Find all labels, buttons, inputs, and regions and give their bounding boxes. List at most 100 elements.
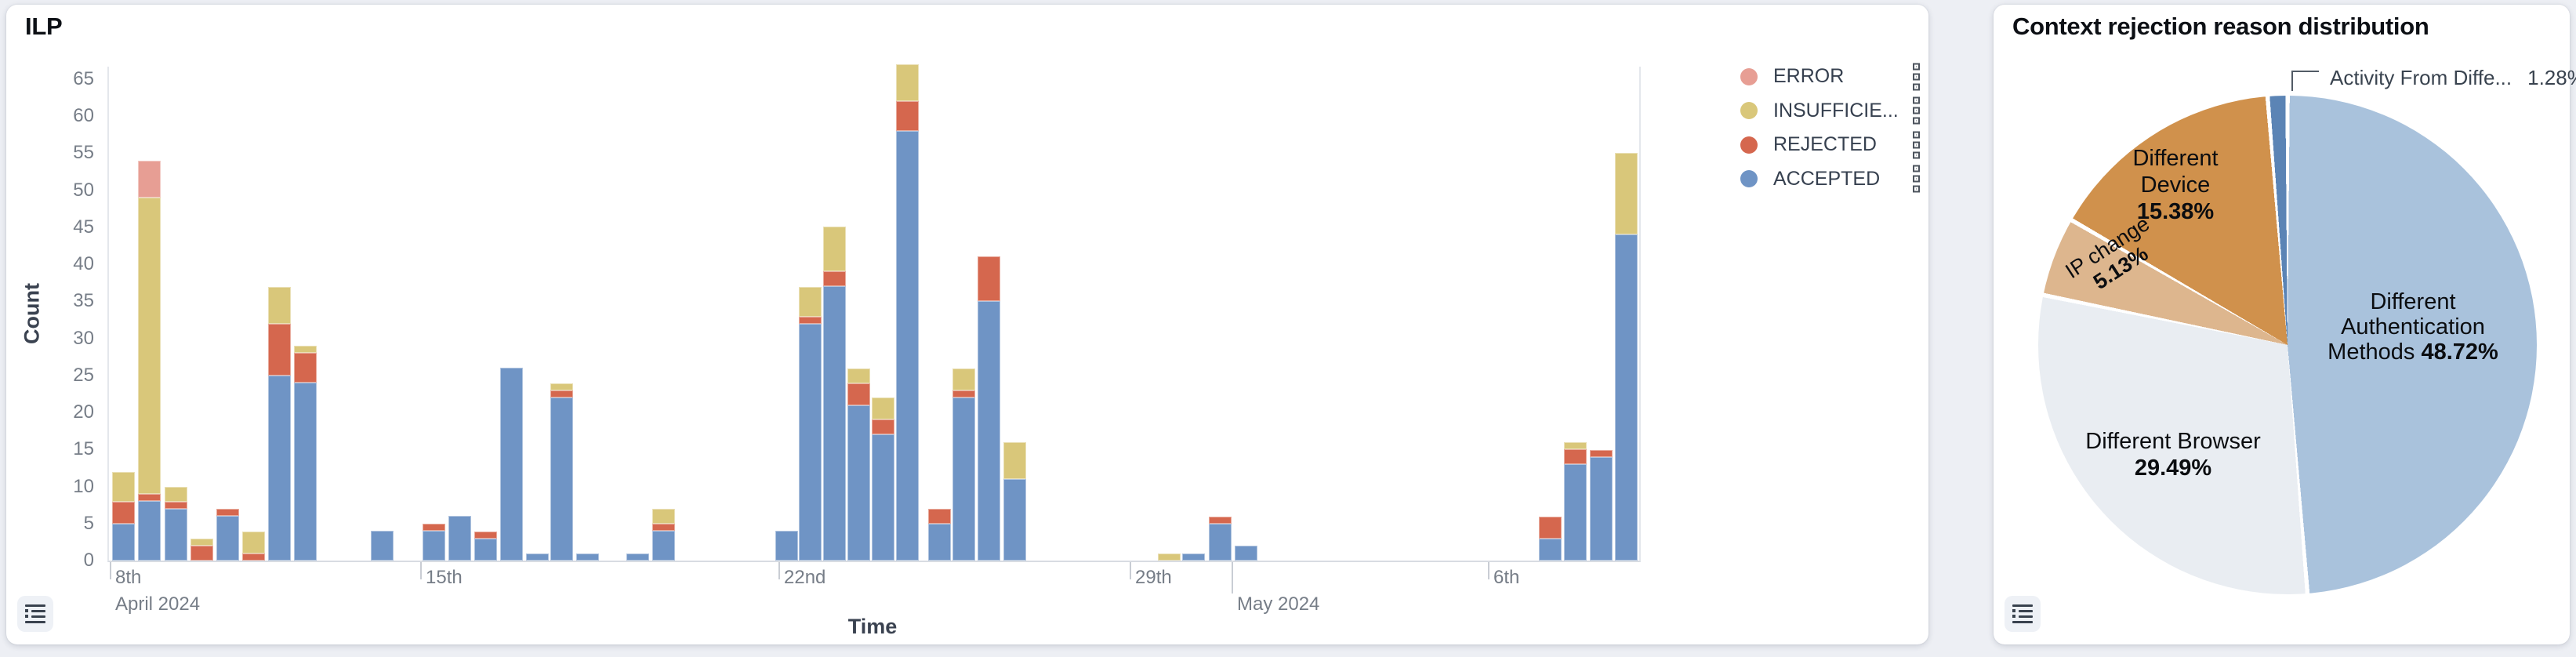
bar-segment-accepted[interactable] bbox=[371, 531, 394, 561]
stacked-bar[interactable] bbox=[896, 64, 919, 561]
bar-segment-rejected[interactable] bbox=[165, 502, 187, 509]
stacked-bar[interactable] bbox=[1158, 554, 1181, 561]
legend-item-insufficie[interactable]: INSUFFICIE... bbox=[1734, 94, 1935, 128]
bar-segment-insufficient[interactable] bbox=[112, 472, 135, 502]
stacked-bar[interactable] bbox=[978, 256, 1000, 561]
bar-segment-insufficient[interactable] bbox=[952, 368, 975, 390]
bar-segment-accepted[interactable] bbox=[1209, 524, 1232, 561]
pie-chart[interactable] bbox=[2038, 96, 2537, 594]
stacked-bar[interactable] bbox=[952, 368, 975, 561]
bar-segment-accepted[interactable] bbox=[500, 368, 523, 561]
bar-segment-insufficient[interactable] bbox=[872, 397, 894, 419]
bar-segment-accepted[interactable] bbox=[474, 539, 497, 561]
bar-segment-rejected[interactable] bbox=[138, 494, 161, 501]
bar-segment-rejected[interactable] bbox=[1590, 450, 1613, 457]
bar-segment-rejected[interactable] bbox=[242, 554, 265, 561]
stacked-bar[interactable] bbox=[268, 287, 291, 561]
bar-segment-accepted[interactable] bbox=[448, 516, 471, 561]
stacked-bar[interactable] bbox=[928, 509, 951, 561]
bar-segment-accepted[interactable] bbox=[652, 531, 675, 561]
stacked-bar[interactable] bbox=[1182, 554, 1205, 561]
legend-item-accepted[interactable]: ACCEPTED bbox=[1734, 162, 1935, 196]
bar-segment-error[interactable] bbox=[138, 161, 161, 198]
bar-segment-accepted[interactable] bbox=[550, 397, 573, 561]
bar-chart-plot-area[interactable] bbox=[107, 64, 1641, 562]
bar-segment-rejected[interactable] bbox=[847, 383, 870, 405]
stacked-bar[interactable] bbox=[242, 532, 265, 561]
toggle-legend-button[interactable] bbox=[2005, 596, 2041, 632]
stacked-bar[interactable] bbox=[474, 532, 497, 561]
stacked-bar[interactable] bbox=[1590, 450, 1613, 561]
stacked-bar[interactable] bbox=[550, 383, 573, 561]
bar-segment-rejected[interactable] bbox=[294, 353, 317, 383]
bar-segment-accepted[interactable] bbox=[1539, 539, 1562, 561]
bar-segment-insufficient[interactable] bbox=[268, 287, 291, 324]
bar-segment-accepted[interactable] bbox=[626, 554, 649, 561]
bar-segment-rejected[interactable] bbox=[1564, 449, 1587, 464]
stacked-bar[interactable] bbox=[775, 531, 798, 561]
bar-segment-accepted[interactable] bbox=[1235, 546, 1257, 561]
bar-segment-accepted[interactable] bbox=[526, 554, 549, 561]
stacked-bar[interactable] bbox=[190, 539, 213, 561]
bar-segment-insufficient[interactable] bbox=[165, 487, 187, 502]
drag-handle-icon[interactable] bbox=[1913, 165, 1920, 193]
stacked-bar[interactable] bbox=[500, 368, 523, 561]
bar-segment-accepted[interactable] bbox=[928, 524, 951, 561]
bar-segment-rejected[interactable] bbox=[1539, 517, 1562, 539]
stacked-bar[interactable] bbox=[371, 531, 394, 561]
bar-segment-rejected[interactable] bbox=[872, 419, 894, 434]
bar-segment-rejected[interactable] bbox=[423, 524, 445, 531]
bar-segment-insufficient[interactable] bbox=[847, 368, 870, 383]
bar-segment-insufficient[interactable] bbox=[138, 198, 161, 494]
bar-segment-accepted[interactable] bbox=[823, 286, 846, 561]
bar-segment-insufficient[interactable] bbox=[799, 287, 822, 317]
stacked-bar[interactable] bbox=[1209, 517, 1232, 561]
bar-segment-insufficient[interactable] bbox=[896, 64, 919, 101]
bar-segment-rejected[interactable] bbox=[799, 317, 822, 324]
stacked-bar[interactable] bbox=[216, 509, 239, 561]
bar-segment-accepted[interactable] bbox=[423, 531, 445, 561]
bar-segment-accepted[interactable] bbox=[896, 131, 919, 561]
stacked-bar[interactable] bbox=[294, 346, 317, 561]
bar-segment-insufficient[interactable] bbox=[190, 539, 213, 546]
bar-segment-rejected[interactable] bbox=[823, 271, 846, 286]
bar-segment-accepted[interactable] bbox=[1182, 554, 1205, 561]
stacked-bar[interactable] bbox=[872, 397, 894, 561]
stacked-bar[interactable] bbox=[823, 227, 846, 561]
toggle-legend-button[interactable] bbox=[17, 596, 53, 632]
bar-segment-insufficient[interactable] bbox=[652, 509, 675, 524]
drag-handle-icon[interactable] bbox=[1913, 96, 1920, 125]
stacked-bar[interactable] bbox=[526, 554, 549, 561]
stacked-bar[interactable] bbox=[1235, 546, 1257, 561]
bar-segment-accepted[interactable] bbox=[799, 324, 822, 561]
bar-segment-accepted[interactable] bbox=[138, 501, 161, 561]
bar-segment-rejected[interactable] bbox=[928, 509, 951, 524]
bar-segment-rejected[interactable] bbox=[216, 509, 239, 516]
bar-segment-rejected[interactable] bbox=[1209, 517, 1232, 524]
bar-segment-accepted[interactable] bbox=[1003, 479, 1026, 561]
bar-segment-rejected[interactable] bbox=[112, 502, 135, 524]
bar-segment-rejected[interactable] bbox=[268, 324, 291, 376]
stacked-bar[interactable] bbox=[626, 554, 649, 561]
drag-handle-icon[interactable] bbox=[1913, 131, 1920, 159]
legend-item-error[interactable]: ERROR bbox=[1734, 60, 1935, 93]
bar-segment-accepted[interactable] bbox=[1615, 234, 1638, 561]
bar-segment-insufficient[interactable] bbox=[242, 532, 265, 554]
bar-segment-accepted[interactable] bbox=[268, 376, 291, 561]
bar-segment-rejected[interactable] bbox=[474, 532, 497, 539]
stacked-bar[interactable] bbox=[165, 487, 187, 561]
stacked-bar[interactable] bbox=[847, 368, 870, 561]
bar-segment-accepted[interactable] bbox=[1590, 457, 1613, 561]
bar-segment-accepted[interactable] bbox=[775, 531, 798, 561]
stacked-bar[interactable] bbox=[423, 524, 445, 561]
legend-item-rejected[interactable]: REJECTED bbox=[1734, 128, 1935, 162]
bar-segment-accepted[interactable] bbox=[1564, 464, 1587, 561]
bar-segment-rejected[interactable] bbox=[190, 546, 213, 561]
stacked-bar[interactable] bbox=[1615, 153, 1638, 561]
bar-segment-insufficient[interactable] bbox=[294, 346, 317, 353]
bar-segment-accepted[interactable] bbox=[978, 301, 1000, 561]
bar-segment-insufficient[interactable] bbox=[1564, 442, 1587, 449]
bar-segment-accepted[interactable] bbox=[952, 397, 975, 561]
stacked-bar[interactable] bbox=[1564, 442, 1587, 561]
bar-segment-rejected[interactable] bbox=[896, 101, 919, 131]
